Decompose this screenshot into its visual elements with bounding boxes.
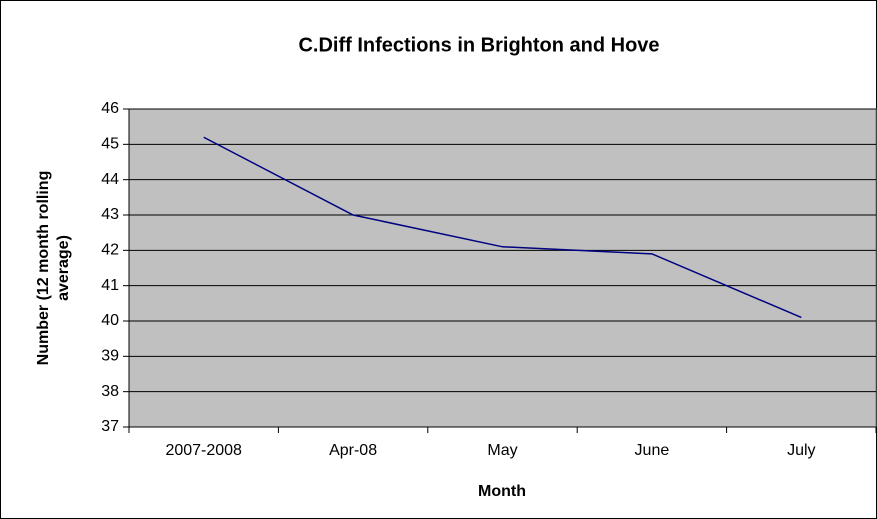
x-tick-label: July [787, 442, 815, 459]
y-tick-label: 42 [101, 242, 119, 259]
plot-area [128, 108, 877, 428]
chart-title: C.Diff Infections in Brighton and Hove [298, 34, 659, 56]
y-tick-label: 38 [101, 383, 119, 400]
y-axis-label-line: Number (12 month rolling [35, 171, 52, 366]
y-axis-label-line: average) [55, 235, 72, 301]
y-tick-label: 40 [101, 312, 119, 329]
x-tick-label: May [487, 442, 517, 459]
y-tick-label: 44 [101, 171, 119, 188]
y-tick-label: 45 [101, 136, 119, 153]
line-series [203, 136, 802, 319]
y-tick-label: 37 [101, 418, 119, 435]
y-tick-label: 41 [101, 277, 119, 294]
y-axis-label: Number (12 month rolling average) [35, 171, 72, 366]
y-tick-label: 39 [101, 348, 119, 365]
x-tick-label: 2007-2008 [165, 442, 242, 459]
x-tick-label: June [635, 442, 670, 459]
y-tick-label: 43 [101, 206, 119, 223]
x-axis-label: Month [478, 483, 526, 500]
x-tick-label: Apr-08 [329, 442, 377, 459]
y-tick-label: 46 [101, 100, 119, 117]
